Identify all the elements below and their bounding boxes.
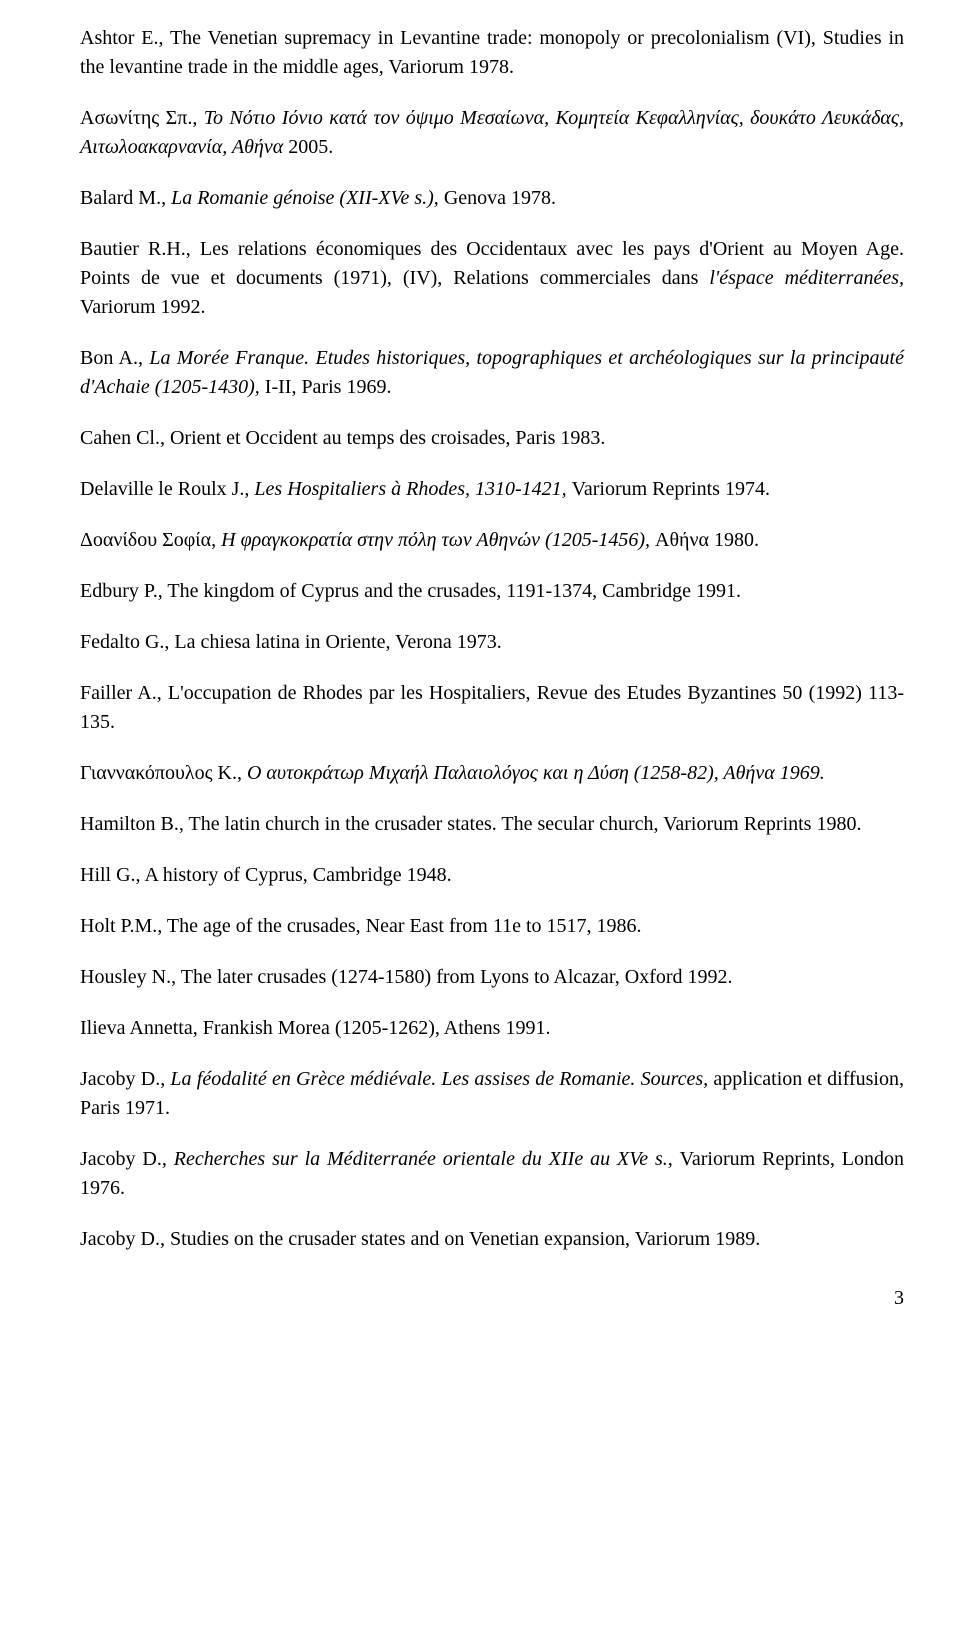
- bibliography-entry: Bon A., La Morée Franque. Etudes histori…: [80, 344, 904, 402]
- bibliography-list: Ashtor E., The Venetian supremacy in Lev…: [80, 24, 904, 1254]
- bibliography-entry: Balard M., La Romanie génoise (XII-XVe s…: [80, 184, 904, 213]
- entry-text: Hamilton B., The latin church in the cru…: [80, 813, 861, 835]
- page-number: 3: [80, 1284, 904, 1313]
- entry-text: Bon A.,: [80, 347, 149, 369]
- entry-text: Cahen Cl., Orient et Occident au temps d…: [80, 427, 605, 449]
- entry-text: Failler A., L'occupation de Rhodes par l…: [80, 682, 904, 733]
- bibliography-entry: Γιαννακόπουλος Κ., Ο αυτοκράτωρ Μιχαήλ Π…: [80, 759, 904, 788]
- bibliography-entry: Fedalto G., La chiesa latina in Oriente,…: [80, 628, 904, 657]
- entry-text: Ilieva Annetta, Frankish Morea (1205-126…: [80, 1017, 550, 1039]
- entry-text: Fedalto G., La chiesa latina in Oriente,…: [80, 631, 502, 653]
- bibliography-entry: Delaville le Roulx J., Les Hospitaliers …: [80, 475, 904, 504]
- bibliography-entry: Jacoby D., Studies on the crusader state…: [80, 1225, 904, 1254]
- entry-text: Balard M.,: [80, 187, 171, 209]
- entry-text: Delaville le Roulx J.,: [80, 478, 254, 500]
- entry-text: Jacoby D., Studies on the crusader state…: [80, 1228, 760, 1250]
- bibliography-entry: Cahen Cl., Orient et Occident au temps d…: [80, 424, 904, 453]
- bibliography-entry: Holt P.M., The age of the crusades, Near…: [80, 912, 904, 941]
- entry-italic: l'éspace méditerranées,: [709, 267, 904, 289]
- bibliography-entry: Jacoby D., La féodalité en Grèce médiéva…: [80, 1065, 904, 1123]
- entry-text: Ασωνίτης Σπ.,: [80, 107, 204, 129]
- bibliography-entry: Jacoby D., Recherches sur la Méditerrané…: [80, 1145, 904, 1203]
- entry-italic: La Morée Franque. Etudes historiques, to…: [80, 347, 904, 398]
- bibliography-entry: Bautier R.H., Les relations économiques …: [80, 235, 904, 322]
- bibliography-entry: Δοανίδου Σοφία, Η φραγκοκρατία στην πόλη…: [80, 526, 904, 555]
- bibliography-entry: Ilieva Annetta, Frankish Morea (1205-126…: [80, 1014, 904, 1043]
- entry-text: Edbury P., The kingdom of Cyprus and the…: [80, 580, 741, 602]
- entry-italic: Το Νότιο Ιόνιο κατά τον όψιμο Μεσαίωνα, …: [80, 107, 904, 158]
- bibliography-entry: Hamilton B., The latin church in the cru…: [80, 810, 904, 839]
- entry-text: 2005.: [288, 136, 333, 158]
- entry-italic: Les Hospitaliers à Rhodes, 1310-1421,: [254, 478, 571, 500]
- entry-text: Holt P.M., The age of the crusades, Near…: [80, 915, 642, 937]
- entry-text: Variorum 1992.: [80, 296, 206, 318]
- bibliography-entry: Failler A., L'occupation de Rhodes par l…: [80, 679, 904, 737]
- bibliography-entry: Ασωνίτης Σπ., Το Νότιο Ιόνιο κατά τον όψ…: [80, 104, 904, 162]
- entry-text: Ashtor E., The Venetian supremacy in Lev…: [80, 27, 904, 78]
- bibliography-entry: Hill G., A history of Cyprus, Cambridge …: [80, 861, 904, 890]
- entry-italic: La Romanie génoise (XII-XVe s.),: [171, 187, 444, 209]
- bibliography-entry: Housley N., The later crusades (1274-158…: [80, 963, 904, 992]
- bibliography-entry: Ashtor E., The Venetian supremacy in Lev…: [80, 24, 904, 82]
- entry-italic: Ο αυτοκράτωρ Μιχαήλ Παλαιολόγος και η Δύ…: [247, 762, 825, 784]
- entry-text: Hill G., A history of Cyprus, Cambridge …: [80, 864, 452, 886]
- entry-italic: Recherches sur la Méditerranée orientale…: [174, 1148, 680, 1170]
- bibliography-entry: Edbury P., The kingdom of Cyprus and the…: [80, 577, 904, 606]
- entry-text: Γιαννακόπουλος Κ.,: [80, 762, 247, 784]
- entry-text: Variorum Reprints 1974.: [572, 478, 770, 500]
- entry-italic: La féodalité en Grèce médiévale. Les ass…: [170, 1068, 713, 1090]
- entry-text: Δοανίδου Σοφία,: [80, 529, 221, 551]
- entry-text: Αθήνα 1980.: [655, 529, 759, 551]
- entry-text: I-II, Paris 1969.: [265, 376, 392, 398]
- entry-text: Jacoby D.,: [80, 1148, 174, 1170]
- entry-italic: Η φραγκοκρατία στην πόλη των Αθηνών (120…: [221, 529, 655, 551]
- entry-text: Jacoby D.,: [80, 1068, 170, 1090]
- entry-text: Housley N., The later crusades (1274-158…: [80, 966, 733, 988]
- entry-text: Genova 1978.: [444, 187, 556, 209]
